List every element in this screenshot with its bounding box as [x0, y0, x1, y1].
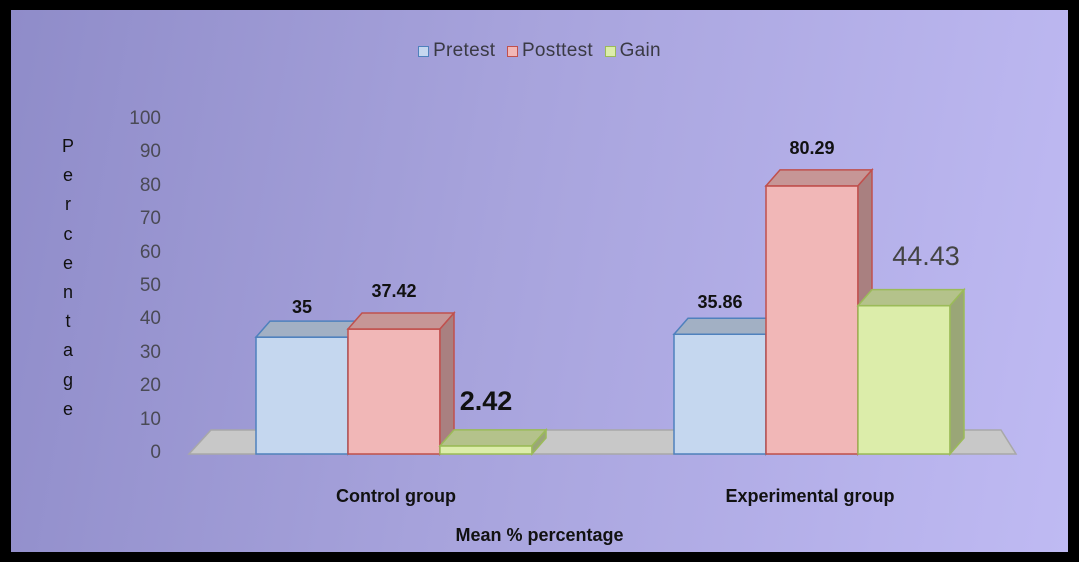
bar-chart — [187, 167, 1018, 456]
bar-gain-top — [856, 288, 966, 307]
y-axis-title-letter: P — [61, 136, 74, 156]
y-axis-title-letter: r — [65, 194, 71, 215]
legend: Pretest Posttest Gain — [11, 40, 1068, 63]
y-axis-title-letter: t — [65, 311, 71, 332]
bar-posttest-top — [346, 312, 456, 330]
legend-swatch-gain — [604, 45, 616, 57]
legend-item-gain: Gain — [604, 40, 661, 62]
y-tick-label: 50 — [139, 275, 161, 296]
bar-pretest-front — [673, 333, 767, 455]
y-tick-label: 40 — [139, 308, 161, 330]
y-tick-label: 80 — [139, 174, 161, 196]
y-tick-label: 70 — [139, 208, 161, 230]
bar-gain-side — [531, 427, 547, 456]
bar-pretest-front — [255, 336, 349, 455]
bar-gain-front — [857, 304, 951, 455]
data-label-pretest: 35 — [291, 297, 313, 318]
data-label-gain: 44.43 — [892, 240, 960, 271]
data-label-posttest: 80.29 — [789, 137, 835, 158]
legend-swatch-pretest — [418, 45, 430, 57]
bar-gain-side — [949, 287, 965, 456]
y-tick-label: 100 — [129, 108, 161, 129]
y-axis-title-letter: e — [62, 252, 73, 273]
legend-swatch-posttest — [506, 45, 518, 57]
bar-posttest-top — [764, 169, 874, 187]
y-tick-label: 10 — [139, 408, 161, 430]
legend-item-posttest: Posttest — [506, 40, 593, 62]
y-tick-label: 0 — [150, 442, 161, 463]
y-tick-label: 90 — [139, 141, 161, 163]
data-label-pretest: 35.86 — [697, 292, 743, 313]
y-axis-title-letter: n — [62, 282, 73, 303]
bar-pretest-top — [254, 320, 364, 338]
category-label-experimental: Experimental group — [725, 486, 895, 506]
category-label-control: Control group — [336, 486, 456, 506]
legend-item-pretest: Pretest — [418, 40, 495, 62]
data-label-gain: 2.42 — [459, 385, 513, 416]
y-tick-label: 60 — [139, 241, 161, 263]
data-label-posttest: 37.42 — [371, 281, 417, 302]
legend-label-pretest: Pretest — [433, 40, 496, 61]
y-tick-label: 20 — [139, 375, 161, 397]
legend-label-posttest: Posttest — [521, 40, 593, 61]
y-axis-title-letter: g — [62, 369, 73, 390]
bar-posttest-front — [765, 185, 859, 455]
y-axis-title-letter: a — [62, 340, 73, 361]
y-axis-title-letter: c — [63, 223, 73, 244]
bar-gain-top — [438, 429, 548, 447]
bar-pretest-top — [672, 317, 782, 335]
legend-label-gain: Gain — [619, 40, 661, 61]
x-axis-title: Mean % percentage — [455, 525, 624, 545]
bar-gain-front — [439, 445, 533, 455]
y-axis-title-letter: e — [62, 398, 73, 419]
y-axis-title-letter: e — [62, 165, 73, 186]
y-tick-label: 30 — [139, 341, 161, 363]
